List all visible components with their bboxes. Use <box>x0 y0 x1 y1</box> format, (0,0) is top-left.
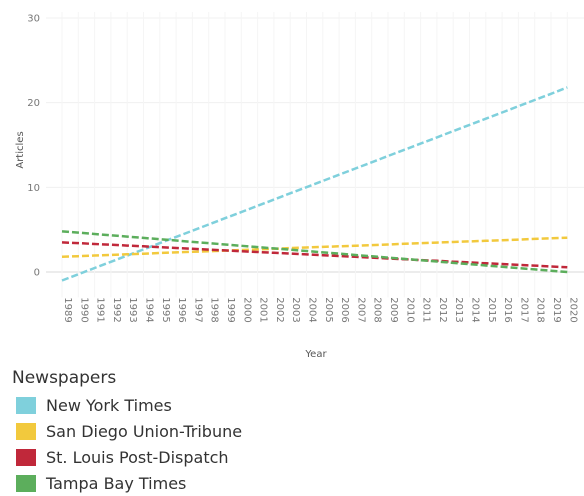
x-tick-label: 1995 <box>160 297 171 322</box>
x-tick-label: 2014 <box>470 297 481 322</box>
x-tick-label: 2013 <box>453 297 464 322</box>
legend-label: New York Times <box>46 395 172 415</box>
x-axis-ticks: 1989 1990 1991 1992 1993 1994 1995 1996 1997 1998… <box>62 297 578 322</box>
legend-swatch <box>16 474 36 492</box>
legend-label: Tampa Bay Times <box>46 473 187 493</box>
x-tick-label: 2012 <box>437 297 448 322</box>
x-tick-label: 2004 <box>307 297 318 322</box>
x-tick-label: 1996 <box>176 297 187 322</box>
x-tick-label: 2003 <box>290 297 301 322</box>
legend-title: Newspapers <box>12 368 117 388</box>
x-axis-title: Year <box>304 349 327 360</box>
legend-label: San Diego Union-Tribune <box>46 421 243 441</box>
x-tick-label: 2008 <box>372 297 383 322</box>
x-tick-label: 2002 <box>274 297 285 322</box>
y-tick-label: 10 <box>27 183 40 194</box>
x-tick-label: 1998 <box>209 297 220 322</box>
legend-item-san-diego-union-tribune[interactable]: San Diego Union-Tribune <box>12 418 242 444</box>
x-tick-label: 1993 <box>127 297 138 322</box>
x-tick-label: 2010 <box>404 297 415 322</box>
x-tick-label: 1989 <box>62 297 73 322</box>
legend-item-new-york-times[interactable]: New York Times <box>12 392 242 418</box>
x-tick-label: 2018 <box>535 297 546 322</box>
x-tick-label: 1994 <box>144 297 155 322</box>
legend-label: St. Louis Post-Dispatch <box>46 447 229 467</box>
y-axis-title: Articles <box>15 131 26 168</box>
x-tick-label: 1997 <box>192 297 203 322</box>
y-axis-ticks: 0 10 20 30 <box>27 14 40 279</box>
y-tick-label: 20 <box>27 98 40 109</box>
x-tick-label: 2011 <box>421 297 432 322</box>
x-tick-label: 2001 <box>258 297 269 322</box>
legend-item-tampa-bay-times[interactable]: Tampa Bay Times <box>12 470 242 496</box>
y-tick-label: 0 <box>34 268 40 279</box>
x-tick-label: 1991 <box>95 297 106 322</box>
x-tick-label: 2015 <box>486 297 497 322</box>
x-tick-label: 2006 <box>339 297 350 322</box>
series-line-tampa-bay-times[interactable] <box>61 230 568 274</box>
x-tick-label: 1992 <box>111 297 122 322</box>
series-lines <box>61 86 568 282</box>
x-tick-label: 2005 <box>323 297 334 322</box>
x-tick-label: 1990 <box>78 297 89 322</box>
legend-swatch <box>16 396 36 414</box>
line-chart: 0 10 20 30 1989 1990 1991 1992 1993 1994 1995 1996… <box>15 12 584 360</box>
x-tick-label: 2009 <box>388 297 399 322</box>
x-tick-label: 2007 <box>355 297 366 322</box>
series-line-new-york-times[interactable] <box>61 86 568 282</box>
legend-item-st-louis-post-dispatch[interactable]: St. Louis Post-Dispatch <box>12 444 242 470</box>
legend-swatch <box>16 448 36 466</box>
x-tick-label: 2017 <box>518 297 529 322</box>
x-tick-label: 2016 <box>502 297 513 322</box>
legend: Newspapers New York Times San Diego Unio… <box>12 368 242 496</box>
x-tick-label: 2019 <box>551 297 562 322</box>
x-tick-label: 2000 <box>241 297 252 322</box>
legend-swatch <box>16 422 36 440</box>
series-line-san-diego-union-tribune[interactable] <box>61 236 568 259</box>
x-tick-label: 2020 <box>567 297 578 322</box>
series-line-st-louis-post-dispatch[interactable] <box>61 241 568 269</box>
x-tick-label: 1999 <box>225 297 236 322</box>
y-tick-label: 30 <box>27 14 40 25</box>
